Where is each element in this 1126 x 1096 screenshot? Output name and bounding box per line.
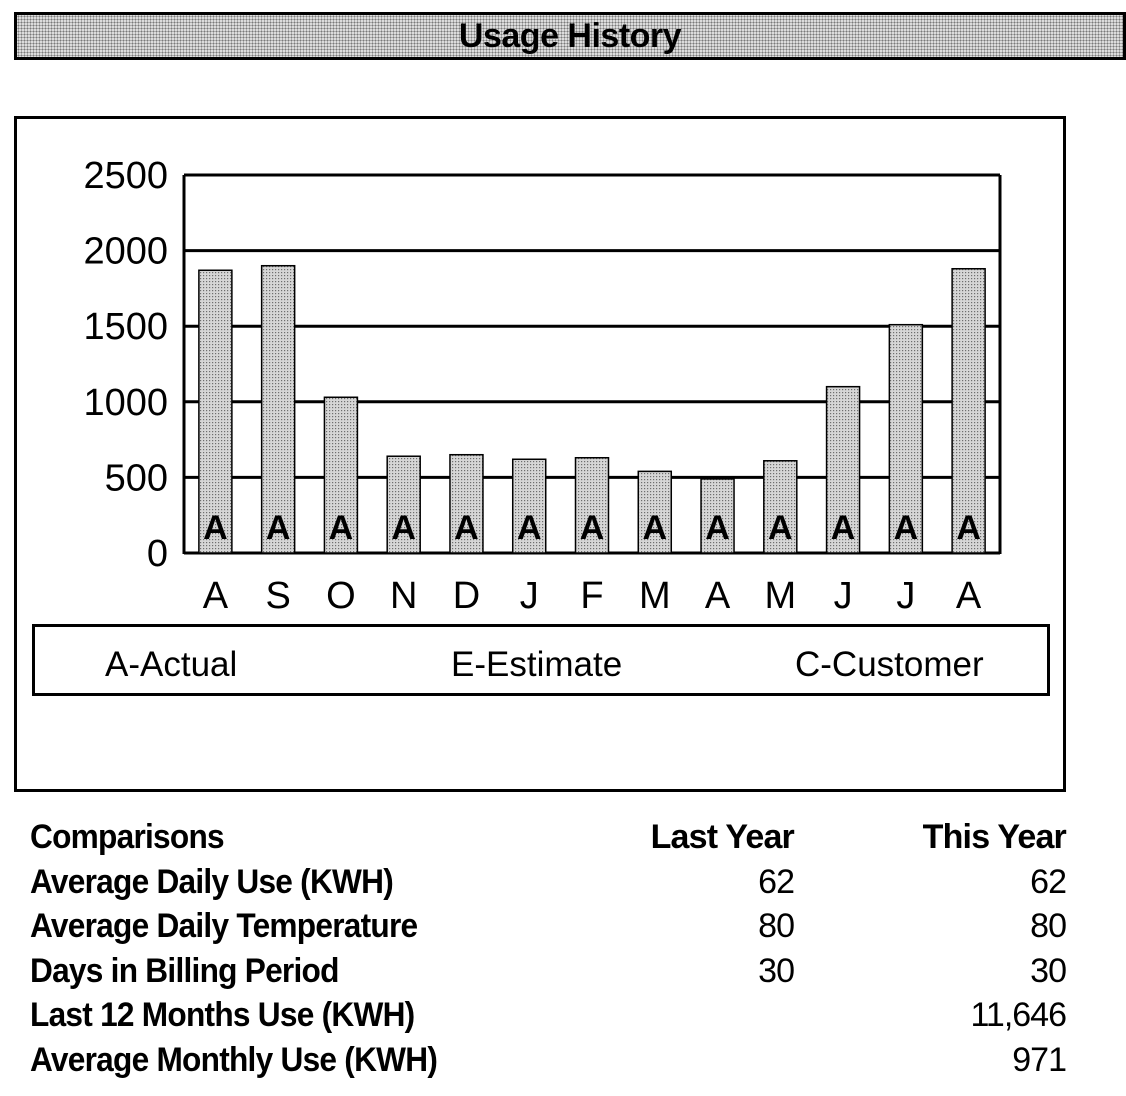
table-row: Average Monthly Use (KWH) 971 — [30, 1039, 1067, 1084]
last-year-value: 62 — [758, 862, 795, 901]
table-row: Average Daily Use (KWH) 62 62 — [30, 861, 1067, 906]
usage-history-header: Usage History — [14, 12, 1126, 60]
y-tick-label: 2000 — [83, 231, 168, 273]
y-tick-label: 0 — [147, 533, 168, 575]
chart-legend: A-Actual E-Estimate C-Customer — [32, 624, 1050, 696]
last-year-value: 30 — [758, 951, 795, 990]
bar — [951, 267, 986, 554]
x-tick-label: J — [520, 575, 539, 616]
x-tick-label: A — [705, 575, 731, 616]
y-tick-label: 1000 — [83, 382, 168, 424]
bar-type-label: A — [517, 509, 542, 547]
x-tick-label: J — [834, 575, 853, 616]
row-label: Average Daily Temperature — [30, 907, 418, 945]
x-tick-label: A — [956, 575, 982, 616]
table-row: Last 12 Months Use (KWH) 11,646 — [30, 994, 1067, 1039]
bar — [574, 456, 610, 554]
bar — [511, 458, 547, 554]
comparisons-header-row: Comparisons Last Year This Year — [30, 816, 1067, 861]
bar-type-label: A — [705, 509, 730, 547]
legend-actual: A-Actual — [105, 645, 238, 684]
bar — [763, 460, 798, 554]
usage-bar-chart: 05001000150020002500AAASAOANADAJAFAMAAAM… — [83, 155, 1002, 616]
legend-estimate: E-Estimate — [451, 645, 623, 684]
bar-type-label: A — [956, 509, 981, 547]
x-tick-label: A — [203, 575, 229, 616]
x-tick-label: S — [265, 575, 290, 616]
y-tick-label: 2500 — [83, 155, 168, 197]
comparisons-table: Comparisons Last Year This Year Average … — [30, 816, 1067, 1084]
bar — [888, 323, 924, 554]
this-year-value: 62 — [1030, 862, 1067, 901]
bar — [198, 269, 233, 554]
y-tick-label: 1500 — [83, 306, 168, 348]
bar — [260, 264, 296, 554]
this-year-value: 80 — [1030, 907, 1067, 945]
table-row: Days in Billing Period 30 30 — [30, 950, 1067, 995]
legend-customer: C-Customer — [795, 645, 984, 684]
bar-type-label: A — [329, 509, 354, 547]
x-tick-label: F — [580, 575, 603, 616]
bar-type-label: A — [454, 509, 479, 547]
x-tick-label: N — [390, 575, 417, 616]
y-tick-label: 500 — [105, 457, 168, 499]
this-year-value: 971 — [1012, 1040, 1067, 1079]
row-label: Average Monthly Use (KWH) — [30, 1040, 438, 1079]
bar — [386, 455, 421, 554]
comparisons-title: Comparisons — [30, 818, 225, 856]
bar-type-label: A — [391, 509, 416, 547]
bar — [637, 470, 673, 554]
this-year-value: 30 — [1030, 951, 1067, 990]
row-label: Days in Billing Period — [30, 951, 339, 990]
x-tick-label: D — [453, 575, 480, 616]
bar — [323, 396, 359, 554]
row-label: Last 12 Months Use (KWH) — [30, 996, 415, 1034]
page-title: Usage History — [458, 17, 682, 55]
bar-type-label: A — [266, 509, 291, 547]
bar — [449, 453, 484, 554]
bar-type-label: A — [831, 509, 856, 547]
last-year-value: 80 — [758, 907, 795, 945]
col-header-this-year: This Year — [922, 818, 1067, 856]
this-year-value: 11,646 — [970, 996, 1067, 1034]
bar-type-label: A — [894, 509, 919, 547]
bar-type-label: A — [203, 509, 228, 547]
x-tick-label: M — [764, 575, 796, 616]
x-tick-label: J — [896, 575, 915, 616]
table-row: Average Daily Temperature 80 80 — [30, 905, 1067, 950]
bar — [700, 478, 735, 554]
x-tick-label: M — [639, 575, 671, 616]
bar — [825, 385, 861, 554]
row-label: Average Daily Use (KWH) — [30, 862, 394, 901]
bar-type-label: A — [642, 509, 667, 547]
bar-type-label: A — [580, 509, 605, 547]
x-tick-label: O — [326, 575, 356, 616]
chart-frame — [14, 116, 1066, 792]
col-header-last-year: Last Year — [650, 818, 795, 856]
bar-type-label: A — [768, 509, 793, 547]
